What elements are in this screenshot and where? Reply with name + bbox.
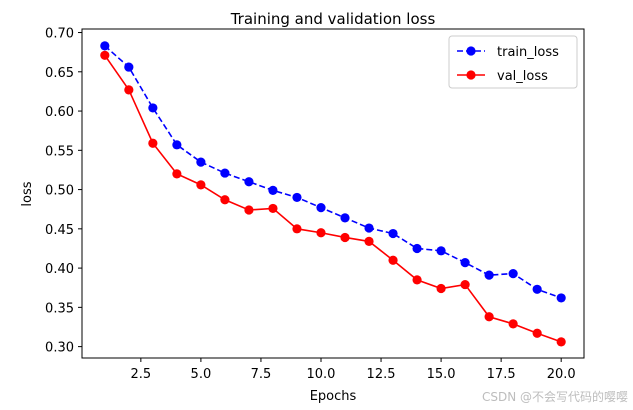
- train-loss-point: [461, 258, 470, 267]
- train-loss-point: [172, 140, 181, 149]
- train-loss-point: [340, 213, 349, 222]
- val-loss-point: [196, 180, 205, 189]
- train-loss-point: [100, 41, 109, 50]
- train-loss-point: [124, 62, 133, 71]
- y-tick-label: 0.40: [45, 262, 74, 277]
- val-loss-point: [340, 233, 349, 242]
- val-loss-point: [100, 51, 109, 60]
- y-tick-label: 0.45: [45, 223, 74, 238]
- watermark-text: CSDN @不会写代码的嘤嘤: [482, 389, 628, 404]
- train-loss-point: [436, 246, 445, 255]
- train-loss-point: [388, 229, 397, 238]
- chart-title: Training and validation loss: [230, 10, 436, 28]
- x-tick-label: 12.5: [367, 367, 396, 382]
- series-val-loss: [100, 51, 566, 347]
- val-loss-point: [557, 337, 566, 346]
- val-loss-point: [244, 205, 253, 214]
- y-axis-ticks: 0.30 0.35 0.40 0.45 0.50 0.55 0.60 0.65 0.70: [45, 27, 82, 356]
- train-loss-point: [364, 223, 373, 232]
- y-tick-label: 0.35: [45, 301, 74, 316]
- y-tick-label: 0.30: [45, 341, 74, 356]
- val-loss-point: [412, 275, 421, 284]
- legend-marker-train-loss: [466, 46, 475, 55]
- y-tick-label: 0.60: [45, 105, 74, 120]
- train-loss-point: [292, 193, 301, 202]
- x-tick-label: 10.0: [307, 367, 336, 382]
- train-loss-point: [220, 168, 229, 177]
- train-loss-point: [485, 271, 494, 280]
- train-loss-point: [268, 186, 277, 195]
- legend-label: train_loss: [497, 45, 559, 60]
- x-tick-label: 5.0: [191, 367, 212, 382]
- y-tick-label: 0.50: [45, 184, 74, 199]
- val-loss-point: [461, 280, 470, 289]
- val-loss-line: [105, 55, 561, 342]
- x-tick-label: 17.5: [487, 367, 516, 382]
- val-loss-point: [148, 139, 157, 148]
- val-loss-point: [436, 284, 445, 293]
- x-axis-ticks: 2.5 5.0 7.5 10.0 12.5 15.0 17.5 20.0: [131, 358, 576, 382]
- train-loss-point: [316, 203, 325, 212]
- legend: train_loss val_loss: [449, 36, 577, 88]
- y-tick-label: 0.65: [45, 66, 74, 81]
- x-tick-label: 20.0: [547, 367, 576, 382]
- val-loss-point: [292, 224, 301, 233]
- y-axis-label: loss: [20, 181, 35, 206]
- legend-label: val_loss: [497, 69, 548, 84]
- val-loss-point: [268, 204, 277, 213]
- val-loss-point: [533, 329, 542, 338]
- train-loss-point: [148, 103, 157, 112]
- x-axis-label: Epochs: [310, 389, 357, 404]
- x-tick-label: 2.5: [131, 367, 152, 382]
- val-loss-point: [388, 256, 397, 265]
- y-tick-label: 0.55: [45, 144, 74, 159]
- x-tick-label: 7.5: [251, 367, 272, 382]
- val-loss-point: [124, 85, 133, 94]
- x-tick-label: 15.0: [427, 367, 456, 382]
- train-loss-point: [509, 269, 518, 278]
- y-tick-label: 0.70: [45, 27, 74, 42]
- val-loss-point: [509, 319, 518, 328]
- val-loss-point: [220, 195, 229, 204]
- loss-chart: Training and validation loss 0.30 0.35 0.4…: [0, 0, 633, 410]
- val-loss-point: [172, 169, 181, 178]
- train-loss-point: [557, 293, 566, 302]
- train-loss-point: [533, 285, 542, 294]
- train-loss-point: [412, 244, 421, 253]
- val-loss-point: [316, 228, 325, 237]
- val-loss-point: [485, 312, 494, 321]
- val-loss-point: [364, 237, 373, 246]
- train-loss-point: [244, 177, 253, 186]
- legend-marker-val-loss: [466, 70, 475, 79]
- train-loss-point: [196, 157, 205, 166]
